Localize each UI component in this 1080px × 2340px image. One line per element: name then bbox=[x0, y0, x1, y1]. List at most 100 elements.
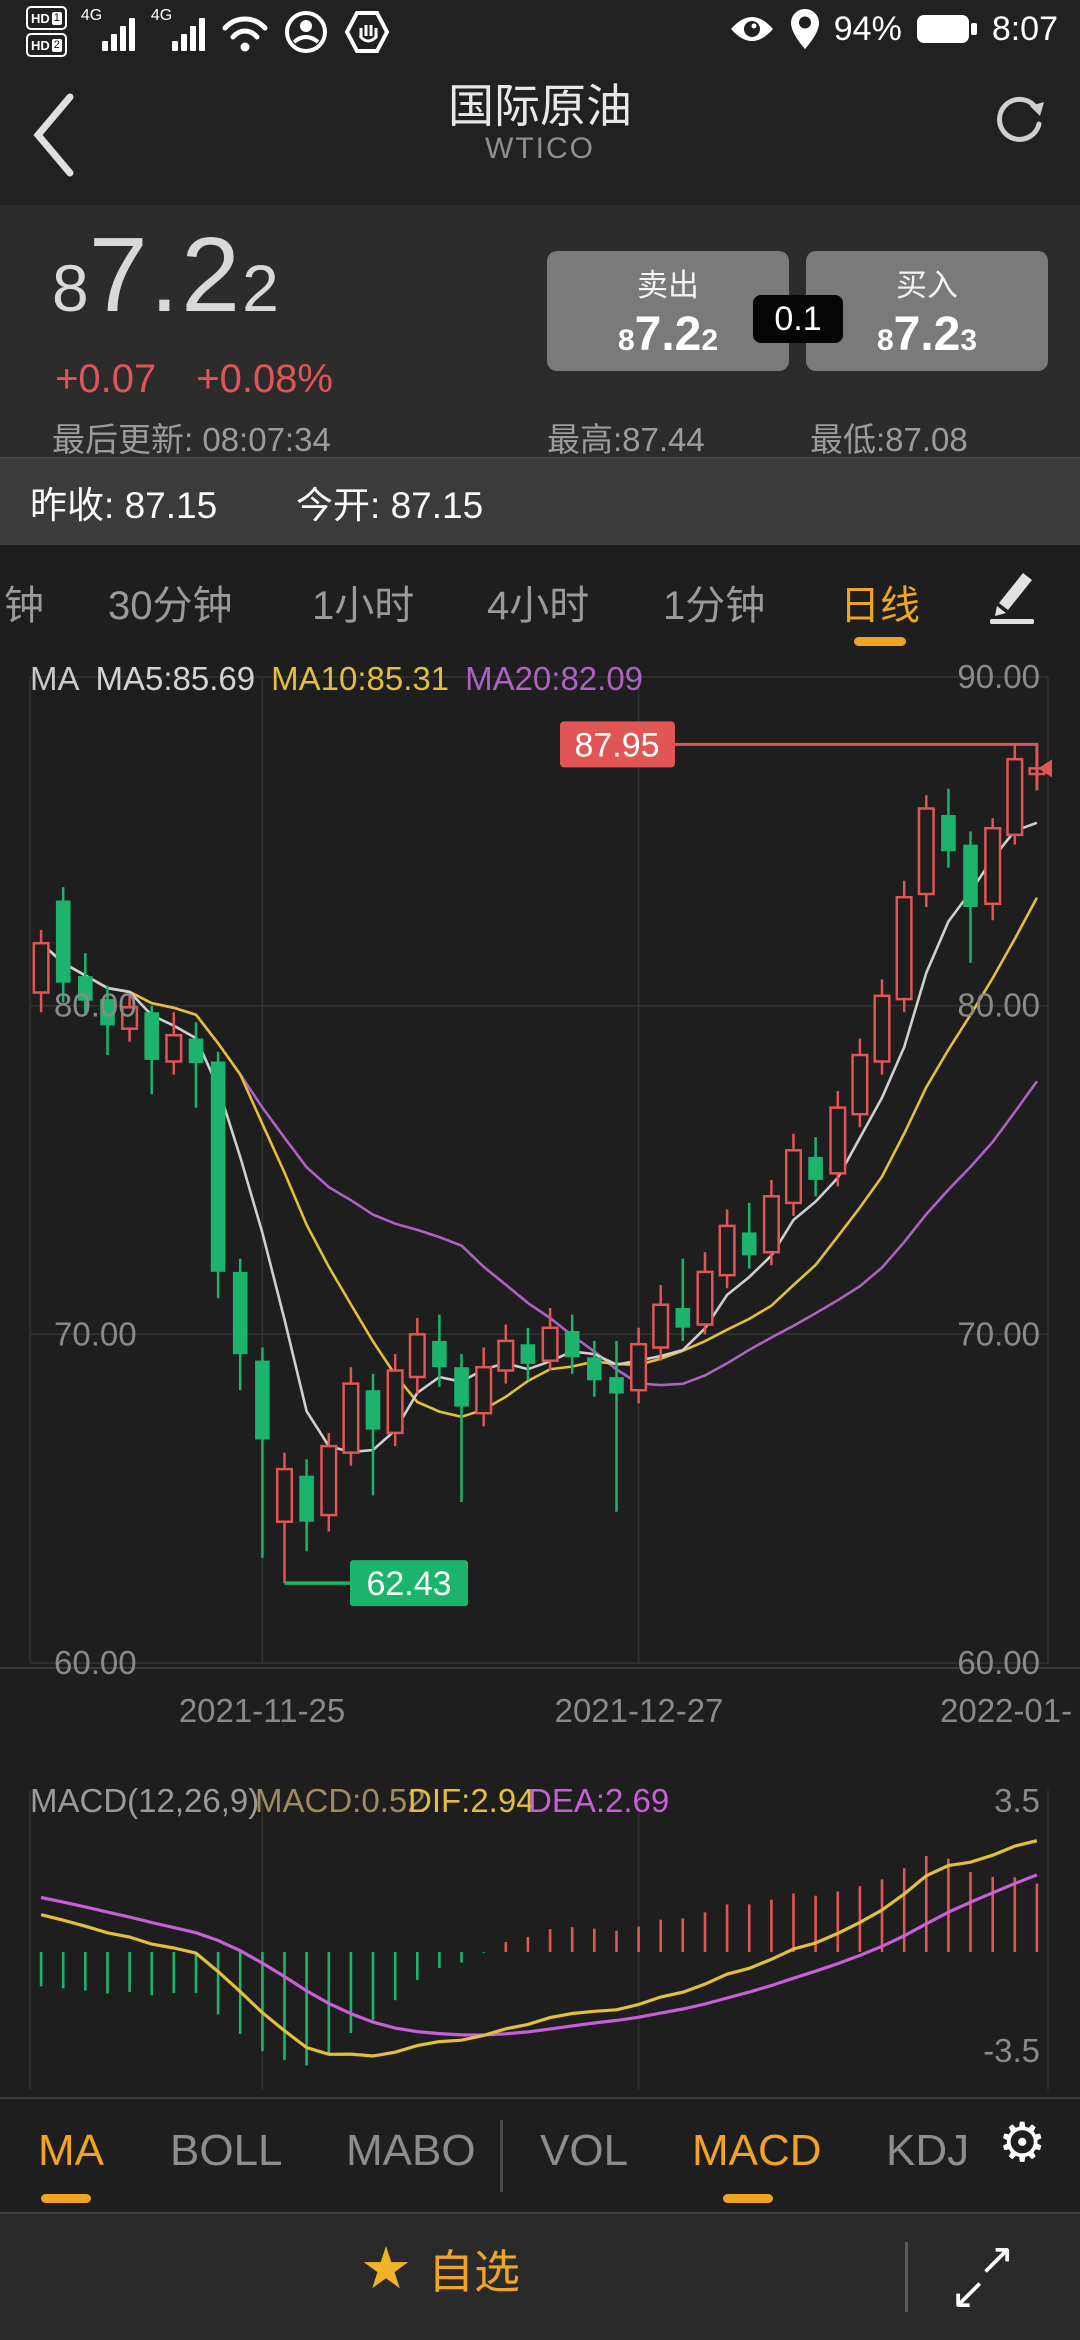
macd-y-max: 3.5 bbox=[994, 1782, 1040, 1819]
latest-price-marker bbox=[1038, 759, 1052, 778]
network-type-label: 4G bbox=[80, 6, 103, 24]
buy-label: 买入 bbox=[896, 268, 958, 303]
ma-lines bbox=[40, 821, 1039, 1454]
signal-icon-2: 4G bbox=[150, 6, 207, 55]
buy-price: 8 7.2 3 bbox=[876, 308, 978, 361]
ma10-line bbox=[40, 897, 1039, 1419]
expand-arrow-icon: ↗ bbox=[978, 2235, 1015, 2284]
macd-histogram bbox=[39, 1856, 1039, 2066]
hd2-badge: HD 2 bbox=[26, 33, 67, 57]
y-axis-ticks: 90.00 80.00 70.00 60.00 80.00 70.00 60.00 bbox=[54, 658, 1040, 1681]
last-update: 最后更新: 08:07:34 bbox=[52, 421, 331, 458]
x-tick-1: 2021-11-25 bbox=[178, 1692, 346, 1729]
watchlist-label: 自选 bbox=[428, 2246, 520, 2298]
active-indicator-underline bbox=[41, 2194, 91, 2203]
add-watchlist-button[interactable]: ★ 自选 bbox=[360, 2236, 520, 2302]
indicator-tab-mabo[interactable]: MABO bbox=[346, 2126, 476, 2175]
timeframe-tab-2[interactable]: 30分钟 bbox=[108, 584, 233, 628]
svg-text:62.43: 62.43 bbox=[366, 1565, 451, 1603]
timeframe-tab-6[interactable]: 日线 bbox=[840, 584, 920, 628]
prev-close: 昨收: 87.15 bbox=[30, 485, 218, 526]
ma20-value: MA20:82.09 bbox=[465, 660, 644, 697]
prev-open-bar: 昨收: 87.15 今开: 87.15 bbox=[0, 457, 1080, 546]
network-type-label: 4G bbox=[150, 6, 173, 24]
battery-percent-label: 94% bbox=[833, 9, 902, 48]
indicator-tab-boll[interactable]: BOLL bbox=[170, 2126, 283, 2175]
y-tick-left: 80.00 bbox=[54, 987, 137, 1024]
timeframe-tab-4[interactable]: 4小时 bbox=[487, 584, 590, 628]
y-tick-left: 70.00 bbox=[54, 1315, 137, 1352]
high-price-marker: 87.95 bbox=[560, 721, 1039, 791]
y-tick-right: 70.00 bbox=[957, 1315, 1040, 1352]
page-title: 国际原油 bbox=[448, 80, 632, 132]
sell-price: 8 7.2 2 bbox=[617, 308, 719, 361]
macd-y-min: -3.5 bbox=[983, 2032, 1040, 2069]
price-change-percent: +0.08% bbox=[196, 357, 333, 401]
low-price-marker: 62.43 bbox=[284, 1560, 468, 1607]
x-tick-3: 2022-01- bbox=[940, 1692, 1073, 1729]
dif-line bbox=[40, 1839, 1038, 2058]
timeframe-tab-3[interactable]: 1小时 bbox=[312, 584, 415, 628]
sell-label: 卖出 bbox=[637, 268, 699, 303]
dea-value: DEA:2.69 bbox=[528, 1782, 670, 1819]
ma-legend-prefix: MA bbox=[30, 660, 80, 697]
day-high: 最高:87.44 bbox=[547, 421, 705, 458]
battery-icon bbox=[916, 12, 978, 46]
tab-divider bbox=[500, 2120, 503, 2192]
indicator-tab-ma[interactable]: MA bbox=[38, 2126, 104, 2175]
hand-block-icon bbox=[343, 9, 391, 55]
hd1-badge: HD 1 bbox=[26, 6, 67, 30]
status-bar: HD 1 HD 2 4G 4G bbox=[0, 0, 1080, 62]
clock-label: 8:07 bbox=[991, 9, 1058, 48]
hd-badges: HD 1 HD 2 bbox=[26, 6, 67, 57]
svg-text:87.95: 87.95 bbox=[574, 726, 659, 764]
back-button[interactable] bbox=[28, 90, 80, 180]
candlestick-chart[interactable]: 90.00 80.00 70.00 60.00 80.00 70.00 60.00 62.43… bbox=[0, 655, 1080, 1690]
timeframe-tab-1[interactable]: 钟 bbox=[4, 584, 44, 628]
dea-line bbox=[40, 1873, 1038, 2037]
buy-button[interactable]: 买入 8 7.2 3 bbox=[806, 251, 1048, 371]
fullscreen-button[interactable]: ↗ ↙ bbox=[940, 2232, 1050, 2324]
sell-button[interactable]: 卖出 8 7.2 2 bbox=[547, 251, 789, 371]
day-low: 最低:87.08 bbox=[810, 421, 968, 458]
y-tick-right: 90.00 bbox=[957, 658, 1040, 695]
x-axis-labels: 2021-11-25 2021-12-27 2022-01- bbox=[0, 1692, 1080, 1744]
collapse-arrow-icon: ↙ bbox=[950, 2269, 987, 2318]
eye-icon bbox=[728, 11, 776, 47]
indicator-tabs: ⚙ MA BOLL MABO VOL MACD KDJ bbox=[0, 2100, 1080, 2212]
location-icon bbox=[790, 8, 820, 50]
indicator-tab-kdj[interactable]: KDJ bbox=[886, 2126, 970, 2175]
ma10-value: MA10:85.31 bbox=[271, 660, 450, 697]
macd-chart[interactable] bbox=[0, 1745, 1080, 2100]
ma5-value: MA5:85.69 bbox=[95, 660, 256, 697]
gear-icon[interactable]: ⚙ bbox=[998, 2113, 1047, 2173]
candles bbox=[32, 744, 1046, 1584]
signal-icon-1: 4G bbox=[80, 6, 137, 55]
quote-section: 8 7.2 2 +0.07 +0.08% 卖出 8 7.2 2 买入 8 7.2 3 0.1… bbox=[0, 205, 1080, 458]
bottom-bar: ★ 自选 ↗ ↙ bbox=[0, 2212, 1080, 2340]
macd-value: MACD:0.52 bbox=[255, 1782, 426, 1819]
today-open: 今开: 87.15 bbox=[296, 485, 484, 526]
edit-timeframes-button[interactable] bbox=[985, 563, 1041, 627]
macd-title: MACD(12,26,9) bbox=[30, 1782, 260, 1819]
chart-grid bbox=[0, 676, 1080, 1669]
indicator-tab-vol[interactable]: VOL bbox=[540, 2126, 629, 2175]
ma-legend: MA MA5:85.69 MA10:85.31 MA20:82.09 bbox=[30, 660, 643, 698]
active-indicator-underline bbox=[723, 2194, 773, 2203]
ma5-line bbox=[40, 821, 1038, 1454]
bottom-divider bbox=[905, 2242, 908, 2312]
refresh-button[interactable] bbox=[992, 90, 1050, 148]
price-change: +0.07 bbox=[55, 357, 157, 401]
indicator-tab-macd[interactable]: MACD bbox=[692, 2126, 822, 2175]
star-icon: ★ bbox=[360, 2236, 412, 2301]
y-tick-right: 80.00 bbox=[957, 987, 1040, 1024]
dif-value: DIF:2.94 bbox=[408, 1782, 535, 1819]
spread-badge: 0.1 bbox=[753, 295, 843, 343]
y-tick-left: 60.00 bbox=[54, 1644, 137, 1681]
active-tab-underline bbox=[854, 637, 906, 646]
timeframe-tab-5[interactable]: 1分钟 bbox=[663, 584, 766, 628]
macd-grid bbox=[0, 1790, 1080, 2099]
timeframe-tabs: 钟 30分钟 1小时 4小时 1分钟 日线 bbox=[0, 545, 1080, 655]
last-price: 8 7.2 2 bbox=[52, 216, 279, 334]
